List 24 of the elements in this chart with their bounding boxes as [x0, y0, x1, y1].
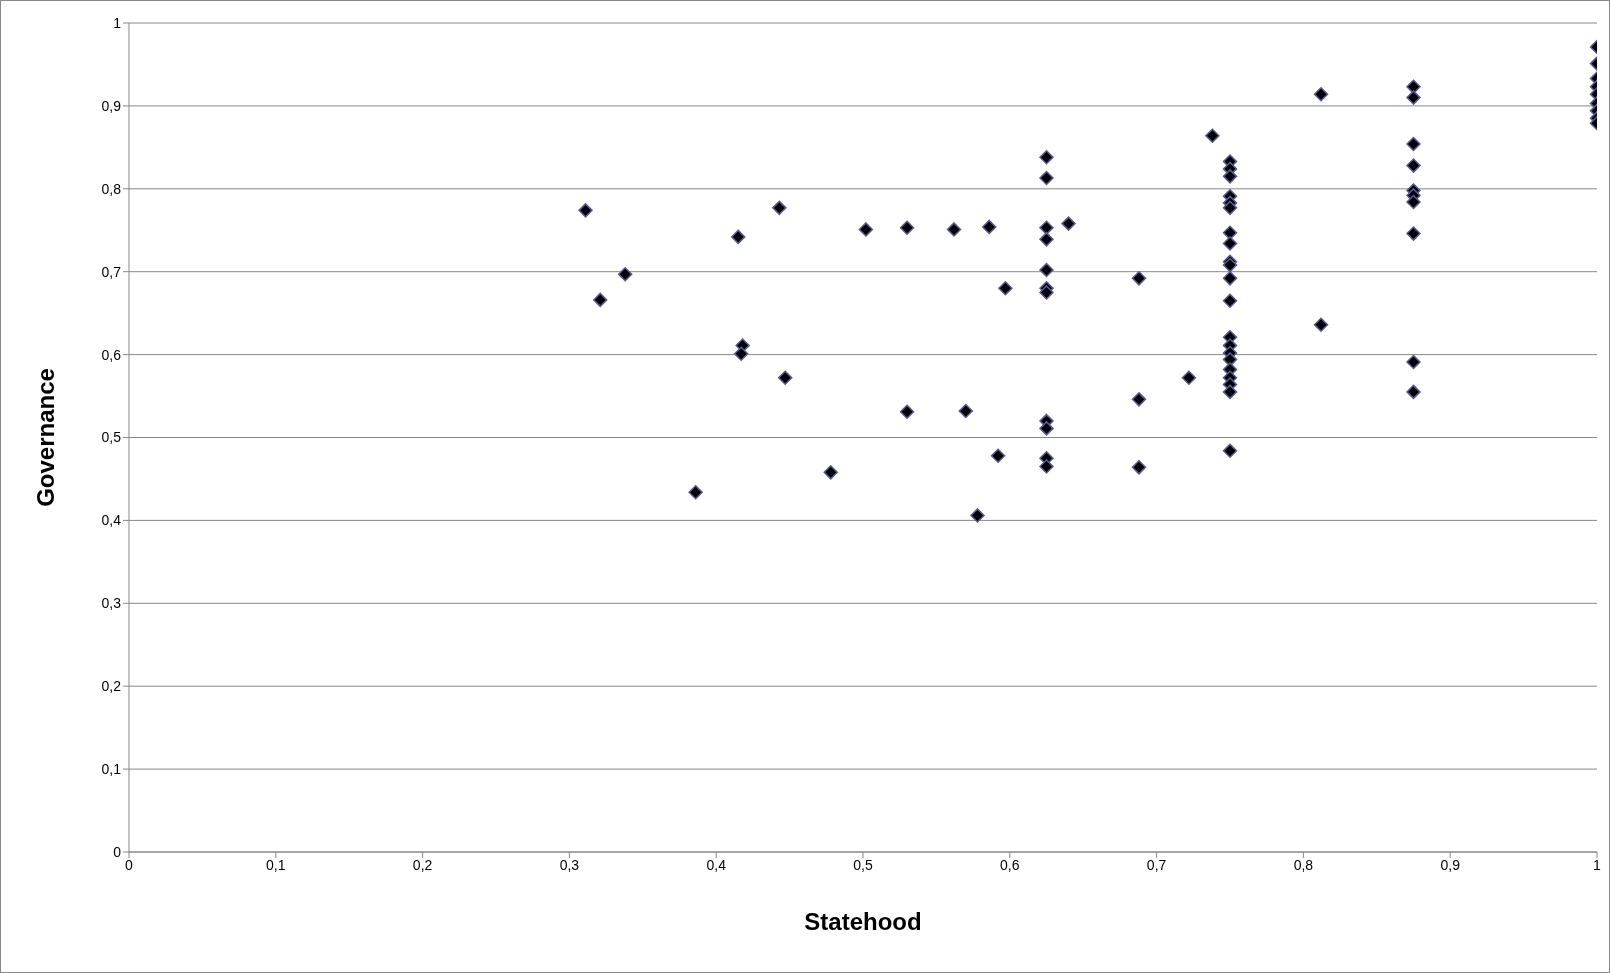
x-tick-label: 0,3 [559, 856, 580, 873]
y-tick-label: 0,6 [101, 346, 122, 363]
y-tick-label: 0,8 [101, 180, 122, 197]
x-tick-label: 0,7 [1146, 856, 1167, 873]
x-tick-label: 1 [1593, 856, 1602, 873]
y-tick-label: 0,5 [101, 429, 122, 446]
y-tick-label: 0,7 [101, 263, 122, 280]
x-tick-label: 0,9 [1440, 856, 1461, 873]
x-tick-label: 0,2 [412, 856, 433, 873]
y-tick-label: 0,2 [101, 678, 122, 695]
y-tick-label: 1 [113, 14, 122, 31]
x-tick-label: 0,6 [1000, 856, 1020, 873]
x-tick-label: 0,1 [266, 856, 286, 873]
y-tick-label: 0,4 [101, 512, 122, 529]
y-tick-label: 0 [113, 843, 122, 860]
y-tick-label: 0,9 [101, 97, 122, 114]
x-tick-label: 0,4 [706, 856, 727, 873]
y-tick-label: 0,3 [101, 595, 122, 612]
x-axis-title: Statehood [804, 908, 922, 935]
x-tick-label: 0,8 [1293, 856, 1314, 873]
y-axis-title: Governance [31, 368, 59, 507]
x-tick-label: 0,5 [853, 856, 873, 873]
y-tick-label: 0,1 [101, 761, 122, 778]
x-tick-label: 0 [125, 856, 134, 873]
